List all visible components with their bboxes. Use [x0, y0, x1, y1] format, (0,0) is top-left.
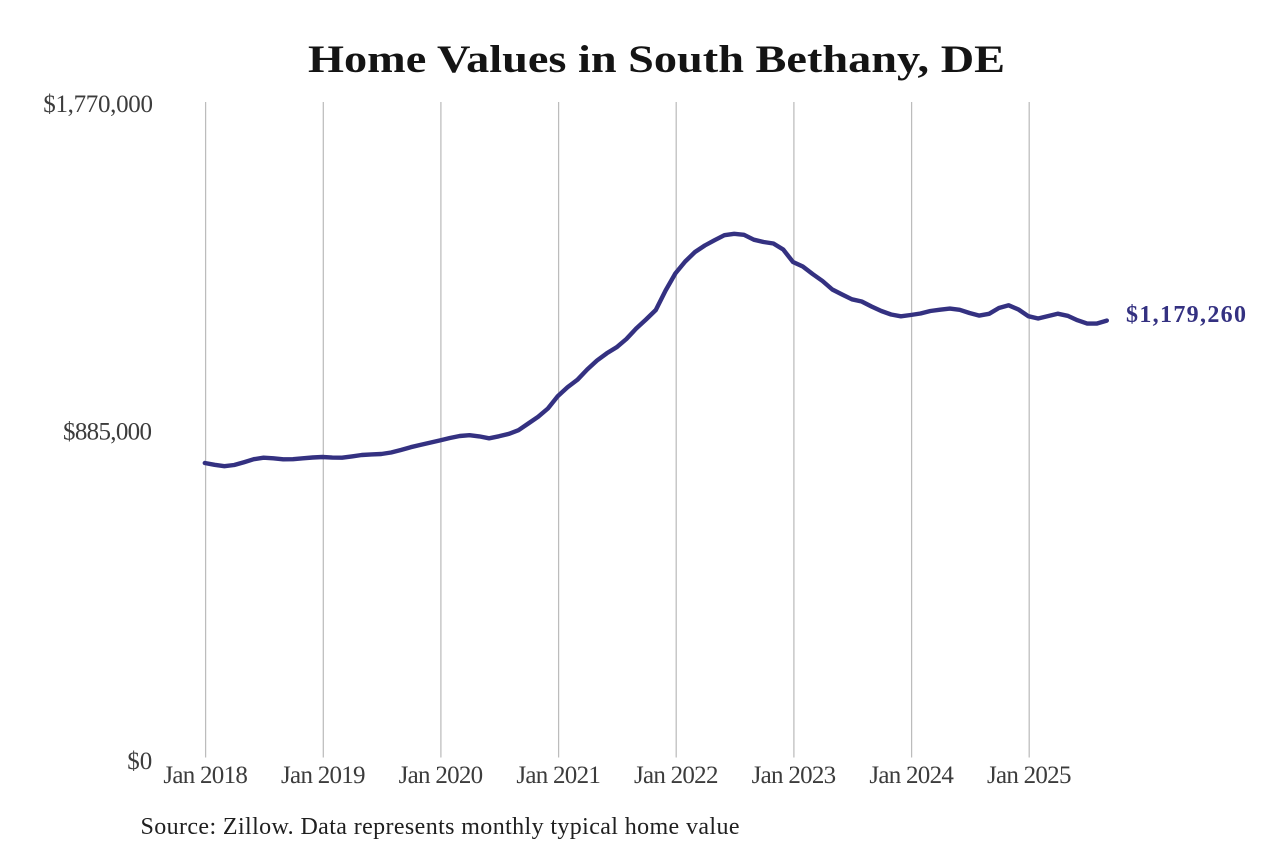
svg-text:Jan 2018: Jan 2018: [163, 762, 248, 789]
svg-text:Jan 2019: Jan 2019: [281, 762, 366, 789]
svg-text:$0: $0: [127, 748, 152, 775]
svg-text:Home Values in South Bethany,: Home Values in South Bethany, DE: [308, 38, 1005, 81]
svg-text:Jan 2023: Jan 2023: [752, 762, 837, 789]
svg-text:Jan 2022: Jan 2022: [634, 762, 719, 789]
svg-text:Jan 2021: Jan 2021: [516, 762, 601, 789]
svg-text:$885,000: $885,000: [63, 419, 152, 446]
svg-text:$1,770,000: $1,770,000: [43, 91, 153, 118]
svg-text:$1,179,260: $1,179,260: [1126, 302, 1246, 328]
svg-text:Jan 2020: Jan 2020: [399, 762, 484, 789]
svg-text:Jan 2024: Jan 2024: [869, 762, 954, 789]
svg-text:Jan 2025: Jan 2025: [987, 762, 1072, 789]
svg-text:Source: Zillow. Data represent: Source: Zillow. Data represents monthly …: [141, 814, 740, 840]
